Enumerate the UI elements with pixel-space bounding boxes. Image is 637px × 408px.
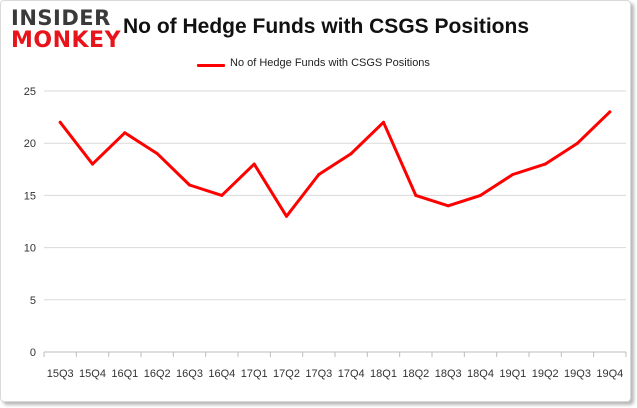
data-point-15Q4: [91, 162, 94, 166]
x-tick-label-18Q3: 18Q3: [435, 368, 462, 380]
x-tick-label-16Q2: 16Q2: [144, 368, 171, 380]
x-tick-label-15Q3: 15Q3: [47, 368, 74, 380]
x-tick-label-17Q4: 17Q4: [338, 368, 365, 380]
series-line-0: [58, 110, 612, 218]
data-point-19Q4: [608, 110, 612, 114]
y-tick-label-20: 20: [24, 138, 36, 150]
data-point-19Q3: [576, 141, 579, 145]
x-tick-label-19Q4: 19Q4: [596, 368, 623, 380]
x-tick-label-17Q3: 17Q3: [305, 368, 332, 380]
chart-title: No of Hedge Funds with CSGS Positions: [123, 15, 530, 38]
y-tick-label-5: 5: [30, 295, 36, 307]
x-tick-label-16Q3: 16Q3: [176, 368, 203, 380]
legend-line-swatch: [197, 64, 225, 67]
logo-text-monkey: MONKEY: [11, 28, 122, 53]
data-point-17Q1: [252, 162, 256, 166]
data-point-18Q4: [479, 193, 482, 197]
data-point-19Q2: [543, 162, 547, 166]
data-point-17Q3: [317, 173, 321, 176]
data-point-18Q2: [414, 193, 418, 197]
y-tick-label-15: 15: [24, 190, 36, 202]
data-point-16Q2: [155, 152, 159, 156]
chart-frame: INSIDER MONKEY No of Hedge Funds with CS…: [0, 0, 631, 402]
data-point-17Q2: [285, 214, 288, 218]
data-point-15Q3: [58, 120, 62, 124]
y-tick-label-25: 25: [24, 86, 36, 98]
data-point-16Q3: [188, 183, 191, 187]
insider-monkey-logo: INSIDER MONKEY: [11, 6, 122, 53]
x-tick-label-16Q4: 16Q4: [208, 368, 235, 380]
x-tick-label-15Q4: 15Q4: [79, 368, 106, 380]
y-tick-label-10: 10: [24, 243, 36, 255]
y-tick-label-0: 0: [30, 347, 36, 359]
logo-text-insider: INSIDER: [11, 6, 111, 30]
data-point-16Q4: [220, 193, 224, 197]
x-tick-label-16Q1: 16Q1: [111, 368, 138, 380]
x-tick-label-19Q3: 19Q3: [564, 368, 591, 380]
x-tick-label-17Q1: 17Q1: [241, 368, 268, 380]
legend-label: No of Hedge Funds with CSGS Positions: [230, 57, 430, 69]
x-tick-label-18Q2: 18Q2: [402, 368, 429, 380]
x-tick-label-18Q1: 18Q1: [370, 368, 397, 380]
x-tick-label-19Q1: 19Q1: [499, 368, 526, 380]
x-tick-label-18Q4: 18Q4: [467, 368, 494, 380]
data-point-18Q3: [446, 204, 450, 208]
x-tick-label-17Q2: 17Q2: [273, 368, 300, 380]
data-point-19Q1: [511, 173, 515, 176]
data-point-18Q1: [382, 120, 385, 124]
data-point-16Q1: [123, 131, 127, 135]
data-point-17Q4: [349, 152, 353, 156]
x-tick-label-19Q2: 19Q2: [532, 368, 559, 380]
